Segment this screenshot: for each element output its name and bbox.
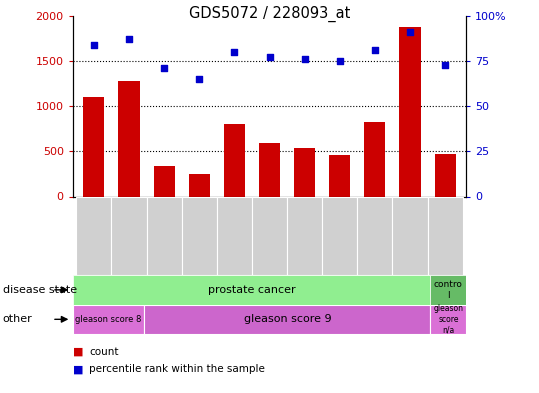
Text: count: count [89, 347, 119, 357]
Text: gleason score 8: gleason score 8 [75, 315, 142, 324]
Bar [77, 196, 112, 275]
Bar [119, 81, 140, 196]
Point [406, 29, 414, 35]
Bar [217, 196, 252, 275]
Text: contro
l: contro l [434, 280, 463, 299]
Point [195, 76, 204, 82]
Bar [431, 305, 466, 334]
Bar [182, 196, 217, 275]
Text: gleason score 9: gleason score 9 [244, 314, 331, 324]
Bar [357, 196, 392, 275]
Point [441, 61, 450, 68]
Bar [154, 166, 175, 196]
Bar [144, 305, 431, 334]
Point [125, 36, 133, 42]
Bar [259, 143, 280, 196]
Point [300, 56, 309, 62]
Text: ■: ■ [73, 364, 83, 375]
Bar [399, 28, 420, 196]
Bar [329, 155, 350, 196]
Text: percentile rank within the sample: percentile rank within the sample [89, 364, 265, 375]
Bar [112, 196, 147, 275]
Point [371, 47, 379, 53]
Text: disease state: disease state [3, 285, 77, 295]
Bar [189, 174, 210, 196]
Point [230, 49, 239, 55]
Bar [252, 196, 287, 275]
Bar [294, 148, 315, 196]
Bar [364, 122, 385, 196]
Point [160, 65, 168, 71]
Text: GDS5072 / 228093_at: GDS5072 / 228093_at [189, 6, 350, 22]
Text: ■: ■ [73, 347, 83, 357]
Text: other: other [3, 314, 32, 324]
Point [89, 42, 98, 48]
Bar [427, 196, 462, 275]
Point [265, 54, 274, 61]
Bar [322, 196, 357, 275]
Bar [392, 196, 427, 275]
Bar [84, 97, 105, 196]
Bar [224, 124, 245, 196]
Bar [147, 196, 182, 275]
Point [335, 58, 344, 64]
Bar [431, 275, 466, 305]
Bar [434, 154, 455, 196]
Text: prostate cancer: prostate cancer [208, 285, 295, 295]
Text: gleason
score
n/a: gleason score n/a [433, 305, 464, 334]
Bar [73, 305, 144, 334]
Bar [287, 196, 322, 275]
